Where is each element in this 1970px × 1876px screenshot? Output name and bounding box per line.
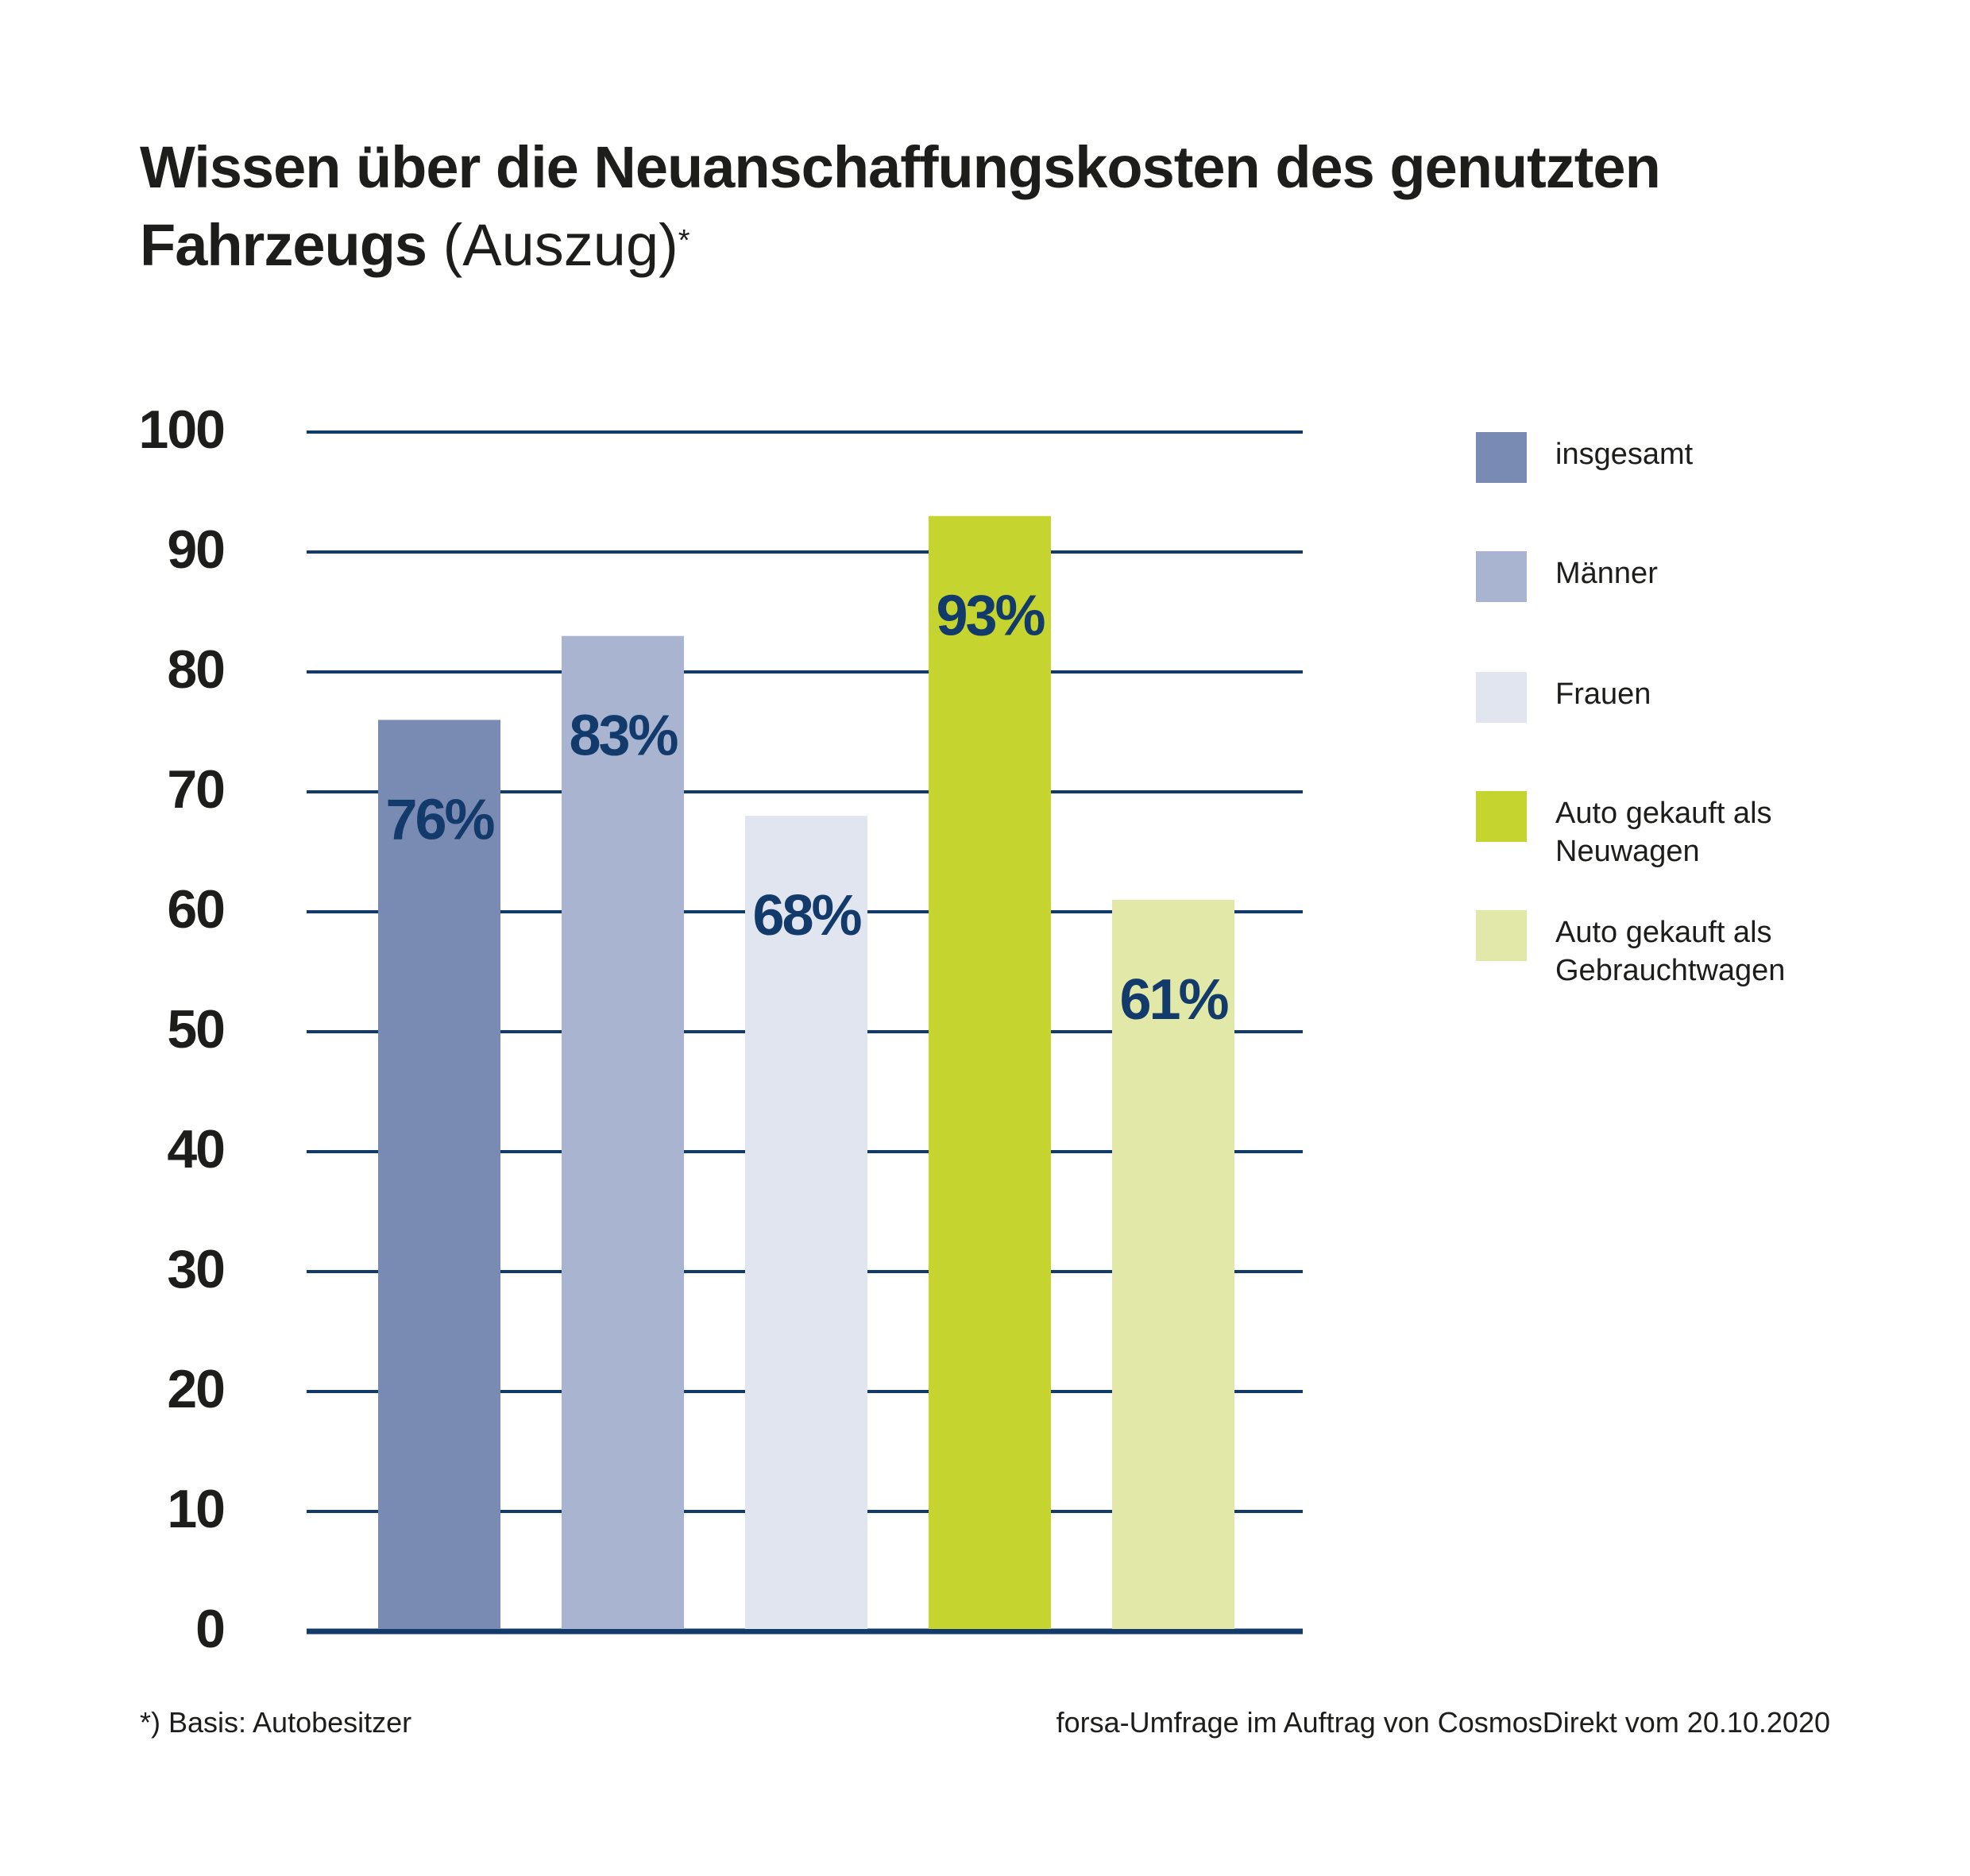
y-tick-label: 0 [195,1599,224,1659]
bar-3 [745,816,867,1629]
y-tick-label: 80 [167,639,224,700]
legend-swatch [1476,910,1527,961]
bars [378,515,1234,1630]
y-tick-label: 70 [167,759,224,820]
chart-title-suffix: (Auszug) [442,212,678,278]
y-tick-label: 100 [139,400,225,460]
y-tick-label: 50 [167,999,224,1060]
bar-data-label: 93% [936,585,1045,648]
chart-title-marker: * [678,224,690,257]
legend-label: insgesamt [1555,438,1694,471]
bar-data-label: 76% [385,788,494,851]
y-tick-label: 30 [167,1239,224,1299]
legend-label: Auto gekauft als Gebrauchtwagen [1555,916,1785,987]
y-tick-label: 20 [167,1359,224,1419]
bar-5 [1112,899,1234,1629]
bar-data-label: 68% [752,884,861,948]
y-tick-label: 10 [167,1479,224,1539]
legend-swatch [1476,791,1527,842]
source-note: forsa-Umfrage im Auftrag von CosmosDirek… [1056,1706,1830,1739]
y-tick-label: 90 [167,519,224,580]
chart-title-main: Wissen über die Neuanschaffungskosten de… [140,134,1661,278]
legend-label: Männer [1555,557,1658,590]
legend-swatch [1476,432,1527,483]
bar-4 [929,515,1051,1630]
bar-1 [378,720,500,1629]
legend-label: Frauen [1555,677,1651,711]
legend: insgesamt Männer Frauen Auto gekauft als Neu… [1476,432,1785,987]
y-tick-label: 40 [167,1119,224,1179]
y-axis-ticks: 0 10 20 30 40 50 60 70 80 90 100 [139,400,226,1659]
footnote: *) Basis: Autobesitzer [140,1706,412,1739]
legend-swatch [1476,551,1527,602]
bar-data-label: 83% [569,704,678,768]
legend-label: Auto gekauft als Neuwagen [1555,797,1772,868]
bar-data-label: 61% [1119,968,1228,1032]
bar-2 [562,635,684,1630]
legend-swatch [1476,672,1527,723]
y-tick-label: 60 [167,879,224,940]
bar-labels: 76% 83% 68% 93% 61% [385,585,1230,1032]
chart-title: Wissen über die Neuanschaffungskosten de… [140,129,1808,284]
